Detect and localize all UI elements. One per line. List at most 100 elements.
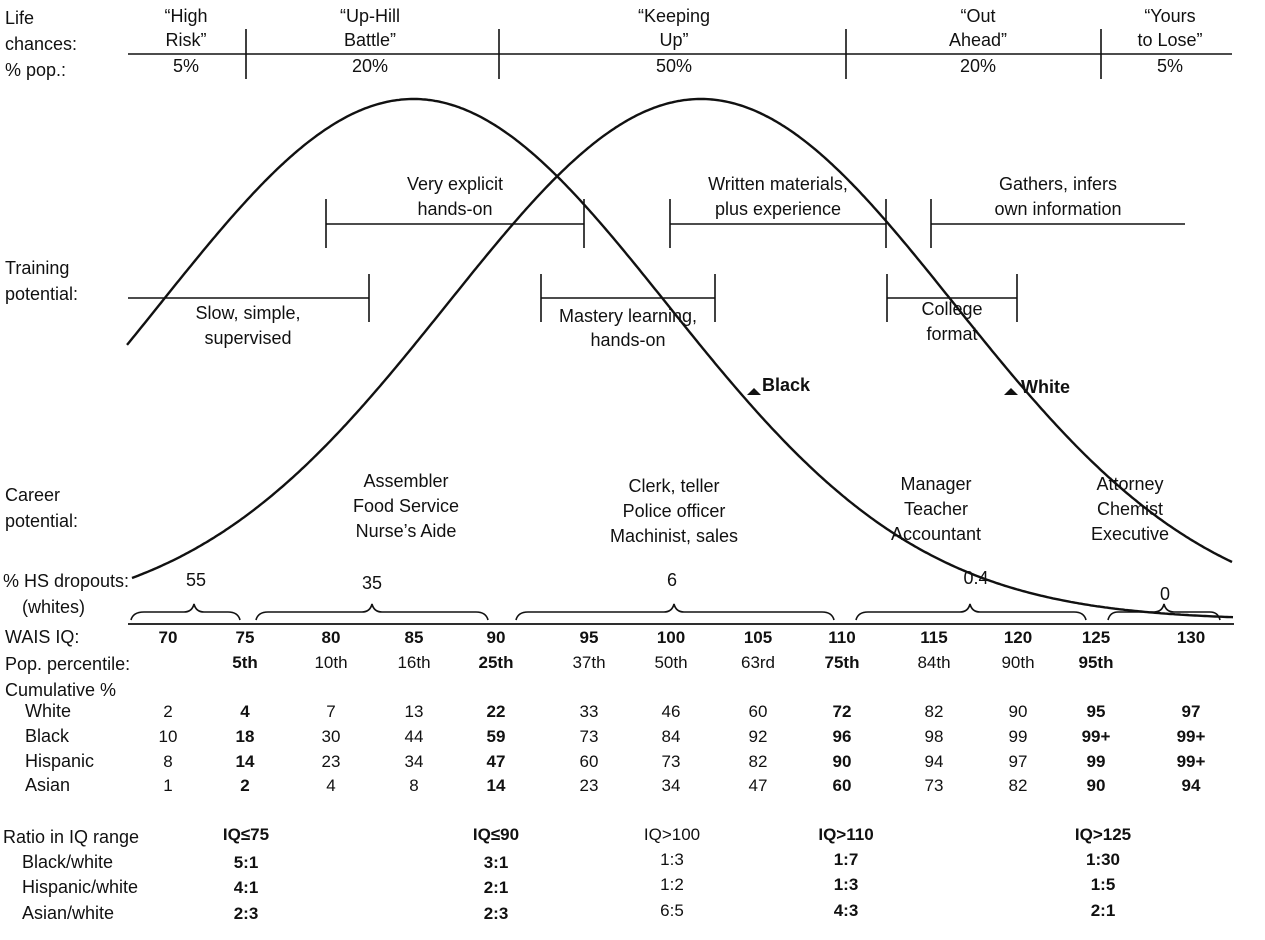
ratio-value: 2:1: [484, 878, 509, 897]
percentile-value: 10th: [314, 653, 347, 672]
cumulative-value: 10: [159, 727, 178, 746]
percentile-value: 90th: [1001, 653, 1034, 672]
cumulative-value: 96: [833, 727, 852, 746]
cumulative-value: 94: [1182, 776, 1201, 795]
percentile-value: 75th: [825, 653, 860, 672]
white-distribution-curve: [131, 97, 1233, 580]
iq-value: 130: [1177, 628, 1205, 647]
pct-pop-label: % pop.:: [5, 60, 66, 80]
cumulative-value: 30: [322, 727, 341, 746]
ratio-value: 1:7: [834, 850, 859, 869]
training-gathers-label: Gathers, infers: [999, 174, 1117, 194]
cumulative-value: 99: [1087, 752, 1106, 771]
life-chance-up-hill-pct: 20%: [352, 56, 388, 76]
cumulative-value: 14: [236, 752, 255, 771]
cumulative-group-label: White: [25, 701, 71, 721]
career-upper-middle: Accountant: [891, 524, 981, 544]
life-chance-high-risk: Risk”: [166, 30, 207, 50]
life-chance-out-ahead: Ahead”: [949, 30, 1007, 50]
hs-dropout-value: 55: [186, 570, 206, 590]
cumulative-value: 33: [580, 702, 599, 721]
cumulative-value: 98: [925, 727, 944, 746]
career-top: Attorney: [1096, 474, 1163, 494]
life-chance-keeping-up-pct: 50%: [656, 56, 692, 76]
distribution-curves: Black White: [126, 97, 1234, 619]
ratio-value: 4:1: [234, 878, 259, 897]
training-range-gathers: Gathers, infers own information: [930, 174, 1185, 248]
training-slow-simple-label: supervised: [204, 328, 291, 348]
percentile-value: 25th: [479, 653, 514, 672]
iq-value: 90: [487, 628, 506, 647]
black-curve-marker-icon: [747, 388, 761, 395]
percentile-value: 84th: [917, 653, 950, 672]
cumulative-value: 60: [833, 776, 852, 795]
percentile-value: 63rd: [741, 653, 775, 672]
career-label-line1: Career: [5, 485, 60, 505]
cumulative-value: 46: [662, 702, 681, 721]
ratio-table: IQ≤75 IQ≤90 IQ>100 IQ>110 IQ>125 Black/white 5…: [22, 825, 1131, 923]
cumulative-value: 23: [322, 752, 341, 771]
pop-percentile-label: Pop. percentile:: [5, 654, 130, 674]
cumulative-value: 99+: [1177, 727, 1206, 746]
ratio-value: 4:3: [834, 901, 859, 920]
brace-110-125: [855, 603, 1087, 621]
training-mastery-label: hands-on: [590, 330, 665, 350]
cumulative-value: 59: [487, 727, 506, 746]
cumulative-value: 82: [925, 702, 944, 721]
percentile-value: 37th: [572, 653, 605, 672]
brace-90-110: [515, 603, 835, 621]
cumulative-value: 34: [662, 776, 681, 795]
cumulative-value: 92: [749, 727, 768, 746]
ratio-value: 1:5: [1091, 875, 1116, 894]
iq-value: 80: [322, 628, 341, 647]
cumulative-group-label: Hispanic: [25, 751, 94, 771]
life-chance-yours-to-lose-pct: 5%: [1157, 56, 1183, 76]
career-middle: Clerk, teller: [628, 476, 719, 496]
training-label-line2: potential:: [5, 284, 78, 304]
cumulative-value: 90: [1009, 702, 1028, 721]
cumulative-value: 99: [1009, 727, 1028, 746]
training-written-label: plus experience: [715, 199, 841, 219]
cumulative-value: 90: [1087, 776, 1106, 795]
ratio-value: 1:3: [834, 875, 859, 894]
cumulative-value: 4: [240, 702, 250, 721]
life-chance-keeping-up: Up”: [659, 30, 688, 50]
cumulative-value: 18: [236, 727, 255, 746]
ratio-row-label: Asian/white: [22, 903, 114, 923]
percentile-value: 16th: [397, 653, 430, 672]
cumulative-label: Cumulative %: [5, 680, 116, 700]
life-chances-label-line2: chances:: [5, 34, 77, 54]
brace-70-75: [130, 603, 241, 621]
iq-value: 95: [580, 628, 599, 647]
life-chances-label-line1: Life: [5, 8, 34, 28]
cumulative-value: 99+: [1177, 752, 1206, 771]
cumulative-value: 2: [163, 702, 172, 721]
iq-value: 75: [236, 628, 255, 647]
life-chance-up-hill: Battle”: [344, 30, 396, 50]
career-top: Chemist: [1097, 499, 1163, 519]
hs-dropout-braces: [130, 603, 1221, 621]
cumulative-value: 44: [405, 727, 424, 746]
iq-value: 115: [920, 628, 947, 647]
career-upper-middle: Manager: [900, 474, 971, 494]
black-curve-label: Black: [762, 375, 811, 395]
ratio-value: 3:1: [484, 853, 509, 872]
iq-value: 85: [405, 628, 424, 647]
life-chance-keeping-up: “Keeping: [638, 6, 710, 26]
cumulative-value: 22: [487, 702, 506, 721]
ratio-header: IQ≤90: [473, 825, 519, 844]
cumulative-value: 97: [1009, 752, 1028, 771]
training-potential-section: Training potential: Slow, simple, superv…: [5, 174, 1185, 350]
training-range-slow-simple: Slow, simple, supervised: [128, 274, 370, 348]
life-chances-section: Life chances: % pop.: “High Risk” 5% “Up…: [5, 6, 1232, 80]
ratio-header: IQ>110: [818, 825, 873, 844]
iq-value: 120: [1004, 628, 1032, 647]
career-low-middle: Assembler: [363, 471, 448, 491]
training-college-label: College: [921, 299, 982, 319]
training-range-written-materials: Written materials, plus experience: [669, 174, 887, 248]
training-college-label: format: [926, 324, 977, 344]
white-curve-label: White: [1021, 377, 1070, 397]
cumulative-value: 84: [662, 727, 681, 746]
cumulative-value: 13: [405, 702, 424, 721]
cumulative-value: 8: [409, 776, 418, 795]
